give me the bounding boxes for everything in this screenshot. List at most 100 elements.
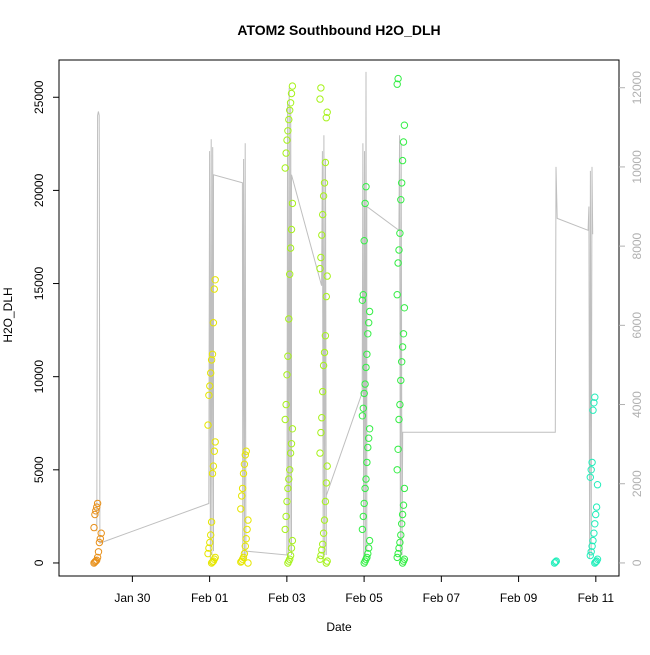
data-point (239, 553, 248, 562)
data-point (586, 551, 594, 560)
data-point (286, 99, 295, 107)
data-point (206, 538, 214, 547)
y-axis-label: H2O_DLH (1, 287, 15, 342)
data-point (285, 115, 293, 124)
data-point (587, 548, 595, 556)
data-point (238, 492, 246, 500)
data-point (210, 447, 219, 455)
data-point (206, 382, 214, 390)
data-point (321, 497, 330, 506)
data-point (358, 296, 367, 304)
data-point (286, 551, 295, 560)
y2-tick-label: 10000 (630, 150, 644, 184)
data-point (287, 440, 296, 448)
data-point (591, 520, 599, 528)
data-point (592, 503, 601, 511)
data-point (96, 535, 105, 543)
data-point (398, 358, 406, 366)
data-point (205, 544, 213, 552)
data-point (586, 473, 594, 481)
data-point (92, 557, 100, 565)
data-point (364, 443, 372, 452)
data-point (393, 466, 401, 474)
y-tick-label: 20000 (32, 173, 46, 207)
data-point (283, 136, 291, 144)
data-point (360, 499, 368, 508)
data-point (393, 80, 401, 88)
data-point (287, 89, 296, 98)
data-point (359, 404, 367, 412)
data-point (550, 559, 559, 567)
data-point (288, 82, 297, 90)
data-point (286, 449, 295, 457)
data-point (317, 253, 325, 262)
data-point (365, 536, 374, 545)
data-point (241, 542, 250, 550)
data-point (397, 196, 405, 204)
data-point (286, 555, 294, 563)
data-point (237, 505, 245, 513)
data-point (394, 259, 402, 267)
data-point (283, 371, 291, 379)
y2-tick-label: 6000 (630, 312, 644, 339)
data-point (281, 525, 289, 534)
data-point (205, 391, 213, 399)
data-point (320, 348, 329, 357)
data-point (317, 551, 325, 560)
data-point (207, 369, 215, 377)
data-point (320, 179, 329, 187)
right-y-axis: 0 2000 4000 6000 8000 10000 12000 (619, 71, 644, 566)
data-point (207, 518, 216, 526)
data-point (316, 264, 324, 273)
y-axis: 0 5000 10000 15000 20000 25000 (32, 80, 59, 566)
scatter-points (90, 74, 602, 567)
x-tick-label: Feb 07 (423, 591, 461, 605)
data-point (358, 525, 367, 534)
data-point (322, 479, 330, 487)
data-point (590, 399, 598, 407)
data-point (286, 106, 294, 115)
data-point (244, 516, 252, 524)
data-point (282, 149, 290, 157)
data-point (317, 428, 325, 437)
data-point (318, 414, 326, 422)
data-point (551, 558, 560, 566)
data-point (318, 546, 326, 554)
data-point (396, 229, 404, 237)
data-point (211, 276, 219, 284)
data-point (397, 531, 405, 539)
data-point (91, 510, 99, 519)
y-tick-label: 5000 (32, 456, 46, 483)
data-point (365, 425, 374, 433)
data-point (242, 535, 250, 543)
data-point (208, 350, 217, 358)
data-point (365, 307, 374, 316)
data-point (394, 74, 402, 83)
data-point (363, 553, 371, 562)
data-point (398, 343, 407, 351)
data-point (321, 332, 330, 340)
data-point (241, 451, 250, 459)
data-point (320, 516, 329, 524)
data-point (321, 158, 330, 167)
data-point (365, 319, 373, 327)
data-point (396, 400, 404, 409)
data-point (90, 523, 98, 532)
data-point (239, 469, 248, 478)
x-tick-label: Feb 05 (345, 591, 383, 605)
data-point (398, 179, 406, 187)
y-tick-label: 0 (32, 559, 46, 566)
data-point (361, 484, 369, 493)
data-point (365, 434, 373, 442)
y2-tick-label: 12000 (630, 71, 644, 105)
data-point (281, 164, 289, 172)
data-point (316, 95, 324, 103)
data-point (319, 192, 328, 200)
data-point (593, 481, 602, 489)
data-point (211, 553, 219, 562)
y2-tick-label: 0 (630, 559, 644, 566)
data-point (92, 507, 100, 515)
data-point (396, 538, 404, 547)
data-point (365, 544, 373, 552)
